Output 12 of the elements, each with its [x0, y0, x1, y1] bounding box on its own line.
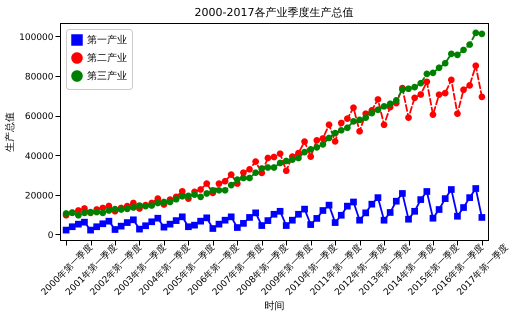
- y-axis-title: 生产总值: [4, 112, 16, 152]
- x-axis-title: 时间: [264, 300, 284, 312]
- y-tick-label: 0: [48, 230, 54, 241]
- y-tick-label: 80000: [24, 72, 54, 83]
- legend-label: 第三产业: [87, 70, 127, 82]
- y-tick-label: 20000: [24, 191, 54, 202]
- y-tick-label: 60000: [24, 112, 54, 122]
- legend-label: 第二产业: [87, 52, 127, 64]
- y-tick-label: 40000: [24, 152, 54, 162]
- y-tick-label: 100000: [19, 32, 54, 43]
- legend-label: 第一产业: [87, 34, 127, 46]
- chart-title: 2000-2017各产业季度生产总值: [194, 6, 354, 19]
